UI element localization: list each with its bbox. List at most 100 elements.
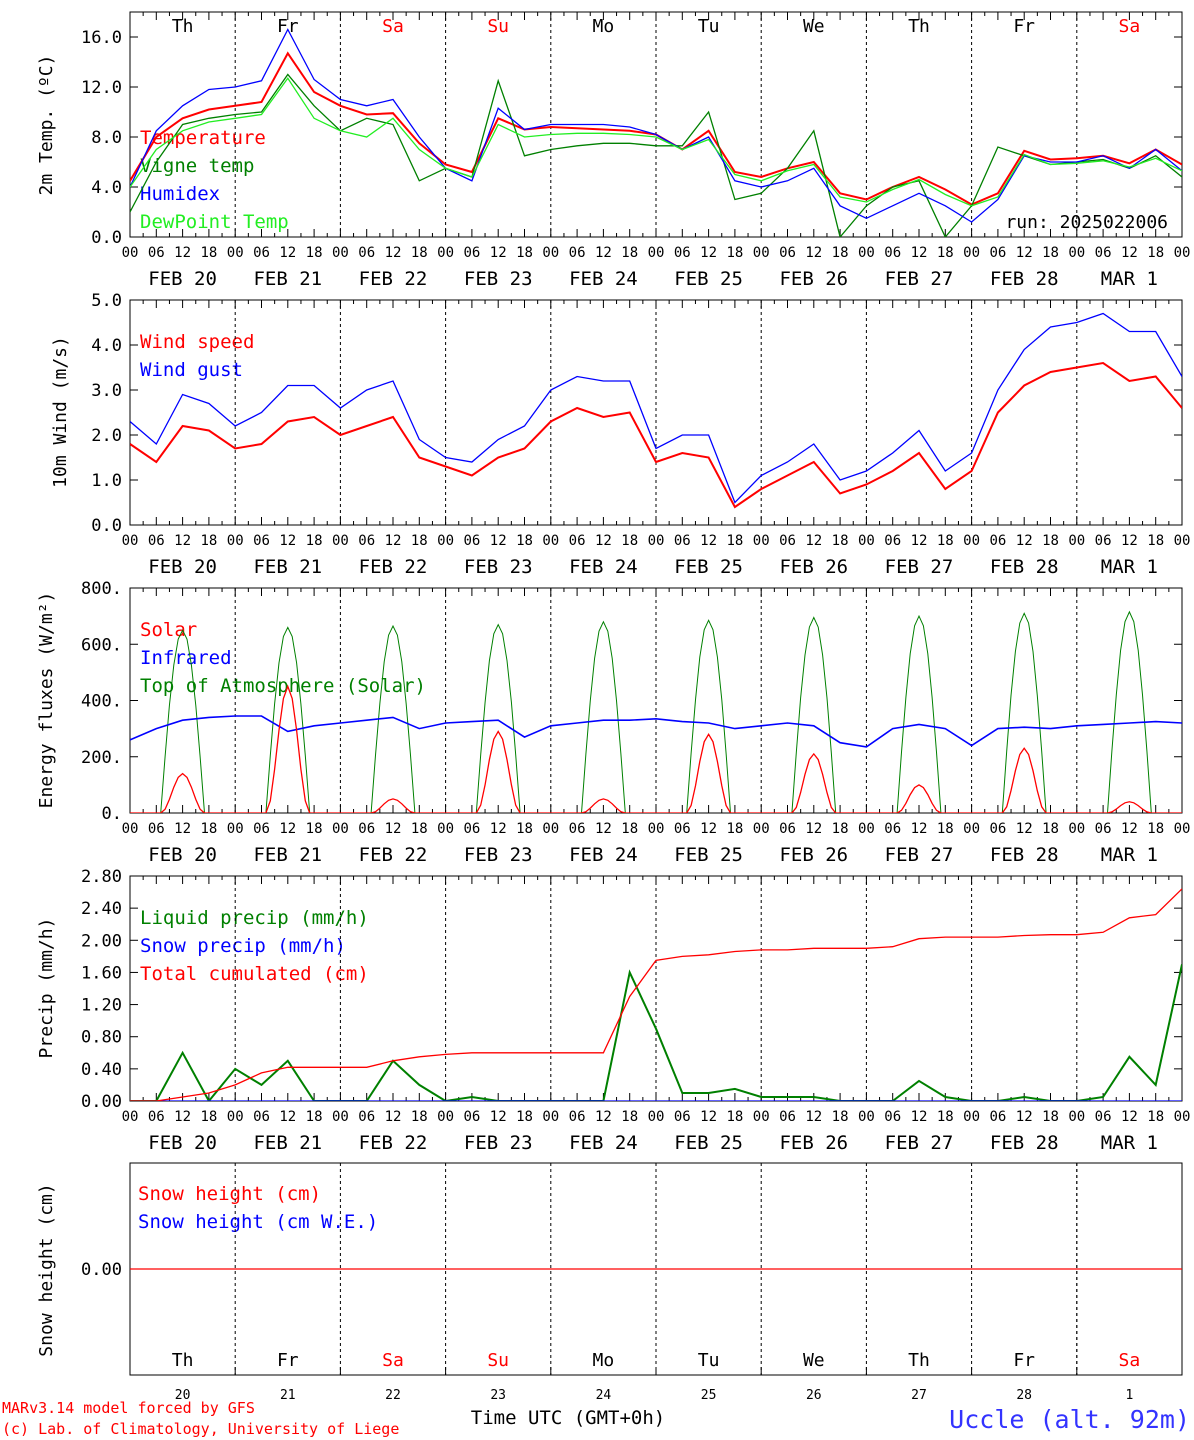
hour-label: 06 [569, 1109, 586, 1125]
hour-label: 12 [279, 245, 296, 261]
hour-label: 00 [122, 821, 139, 837]
day-label: Fr [1013, 16, 1035, 37]
hour-label: 00 [648, 245, 665, 261]
series-dewpoint-temp [130, 77, 1182, 207]
hour-label: 06 [358, 1109, 375, 1125]
day-label: Th [908, 16, 930, 37]
hour-label: 06 [569, 821, 586, 837]
hour-label: 06 [148, 533, 165, 549]
hour-label: 00 [963, 533, 980, 549]
hour-label: 12 [805, 533, 822, 549]
hour-label: 18 [200, 1109, 217, 1125]
series-humidex [130, 28, 1182, 223]
legend-infrared: Infrared [140, 647, 232, 669]
y-tick-label: 1.20 [81, 996, 122, 1016]
hour-label: 18 [832, 533, 849, 549]
y-tick-label: 2.80 [81, 867, 122, 887]
day-label: Th [172, 16, 194, 37]
hour-label: 12 [279, 1109, 296, 1125]
hour-label: 12 [1121, 1109, 1138, 1125]
series-liquid-precip-mm-h- [130, 964, 1182, 1101]
hour-label: 00 [1068, 1109, 1085, 1125]
panel-frame [129, 587, 1183, 814]
day-label: We [803, 1350, 825, 1371]
hour-label: 12 [805, 245, 822, 261]
legend-toa-solar: Top of Atmosphere (Solar) [140, 675, 426, 697]
hour-label: 00 [753, 821, 770, 837]
series-infrared [130, 715, 1182, 748]
hour-label: 06 [358, 245, 375, 261]
hour-label: 18 [516, 533, 533, 549]
hour-label: 12 [385, 245, 402, 261]
hour-label: 00 [963, 821, 980, 837]
date-label: FEB 28 [990, 1132, 1059, 1154]
hour-label: 12 [490, 245, 507, 261]
day-label: Tu [698, 16, 720, 37]
hour-label: 06 [253, 533, 270, 549]
y-tick-label: 0.0 [91, 228, 122, 248]
hour-label: 00 [753, 533, 770, 549]
y-tick-label: 3.0 [91, 381, 122, 401]
hour-label: 06 [358, 533, 375, 549]
hour-label: 18 [411, 533, 428, 549]
date-label: FEB 24 [569, 844, 638, 866]
y-tick-label: 2.40 [81, 899, 122, 919]
hour-label: 18 [726, 821, 743, 837]
date-label: MAR 1 [1101, 556, 1158, 578]
hour-label: 18 [726, 1109, 743, 1125]
hour-label: 00 [1174, 533, 1191, 549]
hour-label: 00 [753, 245, 770, 261]
series-toa-solar [130, 610, 1182, 813]
x-axis-title: Time UTC (GMT+0h) [471, 1407, 665, 1429]
hour-label: 18 [1147, 821, 1164, 837]
y-tick-label: 2.00 [81, 931, 122, 951]
y-tick-label: 400. [81, 692, 122, 712]
legend-liquid-precip: Liquid precip (mm/h) [140, 907, 369, 929]
y-tick-label: 200. [81, 748, 122, 768]
y-tick-label: 0.00 [81, 1260, 122, 1280]
hour-label: 18 [937, 821, 954, 837]
credit-line-1: MARv3.14 model forced by GFS [2, 1399, 255, 1417]
y-tick-label: 0.0 [91, 516, 122, 536]
hour-label: 12 [700, 533, 717, 549]
day-label: We [803, 16, 825, 37]
hour-label: 06 [884, 245, 901, 261]
hour-label: 06 [463, 533, 480, 549]
hour-label: 00 [963, 1109, 980, 1125]
hour-label: 12 [595, 1109, 612, 1125]
hour-label: 00 [648, 821, 665, 837]
legend-snow-height-we: Snow height (cm W.E.) [138, 1211, 378, 1233]
hour-label: 00 [227, 245, 244, 261]
hour-label: 12 [1016, 533, 1033, 549]
hour-label: 06 [674, 821, 691, 837]
panel-temperature: 2m Temp. (ºC) run: 2025022006 Temperatur… [36, 11, 1190, 290]
hour-label: 12 [595, 821, 612, 837]
date-label: FEB 25 [674, 556, 743, 578]
hour-label: 06 [674, 1109, 691, 1125]
hour-label: 06 [779, 821, 796, 837]
hour-label: 00 [227, 1109, 244, 1125]
hour-label: 18 [1042, 245, 1059, 261]
date-label: FEB 27 [885, 1132, 954, 1154]
y-tick-label: 800. [81, 579, 122, 599]
day-number-label: 21 [280, 1388, 296, 1403]
hour-label: 00 [542, 245, 559, 261]
date-label: FEB 26 [779, 268, 848, 290]
y-tick-label: 4.0 [91, 336, 122, 356]
date-label: FEB 23 [464, 268, 533, 290]
hour-label: 00 [437, 1109, 454, 1125]
hour-label: 18 [306, 533, 323, 549]
date-label: FEB 27 [885, 556, 954, 578]
hour-label: 12 [174, 533, 191, 549]
date-label: FEB 27 [885, 844, 954, 866]
panel-frame [129, 11, 1183, 238]
hour-label: 00 [122, 245, 139, 261]
hour-label: 00 [858, 821, 875, 837]
hour-label: 00 [332, 245, 349, 261]
y-axis-label: Precip (mm/h) [36, 918, 57, 1059]
date-label: FEB 21 [253, 268, 322, 290]
date-label: MAR 1 [1101, 1132, 1158, 1154]
date-label: FEB 21 [253, 1132, 322, 1154]
hour-label: 00 [648, 1109, 665, 1125]
hour-label: 00 [542, 1109, 559, 1125]
